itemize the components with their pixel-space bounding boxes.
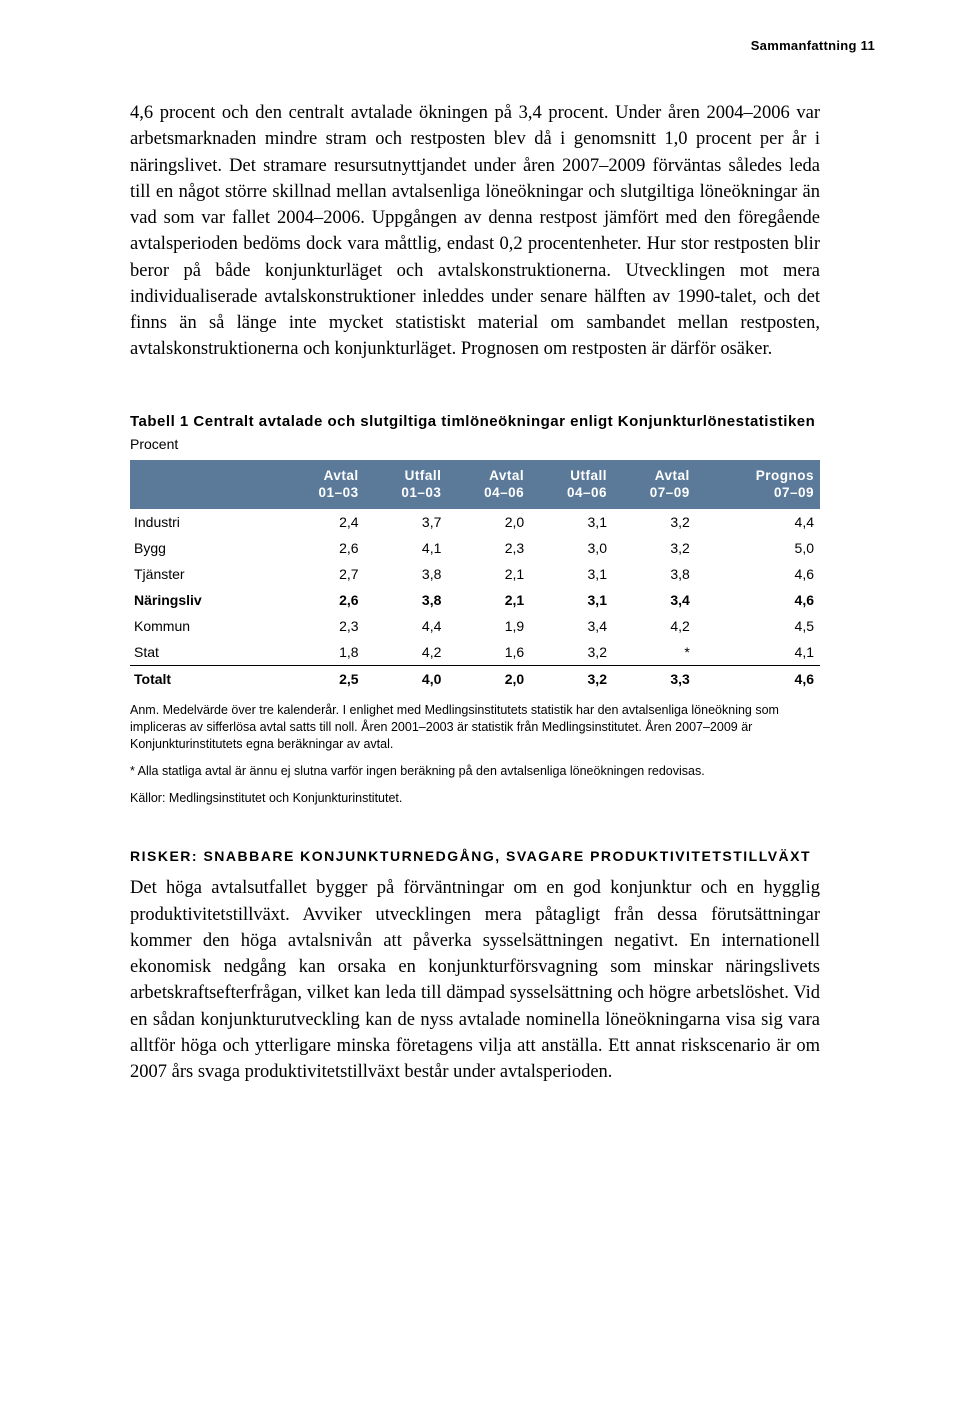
cell: 2,0 (447, 509, 530, 535)
row-label: Totalt (130, 666, 282, 693)
cell: 1,9 (447, 613, 530, 639)
cell: 4,5 (696, 613, 820, 639)
cell: 2,0 (447, 666, 530, 693)
row-label: Näringsliv (130, 587, 282, 613)
cell: 4,4 (696, 509, 820, 535)
cell: 4,4 (365, 613, 448, 639)
cell: 3,8 (613, 561, 696, 587)
table-body: Industri2,43,72,03,13,24,4Bygg2,64,12,33… (130, 509, 820, 692)
cell: 3,8 (365, 587, 448, 613)
col-header-6: Prognos07–09 (696, 460, 820, 510)
table-row: Stat1,84,21,63,2*4,1 (130, 639, 820, 666)
cell: 3,1 (530, 509, 613, 535)
cell: * (613, 639, 696, 666)
cell: 3,2 (613, 535, 696, 561)
cell: 3,2 (530, 666, 613, 693)
row-label: Bygg (130, 535, 282, 561)
cell: 2,4 (282, 509, 365, 535)
table-note-3: Källor: Medlingsinstitutet och Konjunktu… (130, 790, 820, 807)
cell: 4,6 (696, 561, 820, 587)
section-body: Det höga avtalsutfallet bygger på förvän… (130, 875, 820, 1085)
row-label: Kommun (130, 613, 282, 639)
cell: 2,3 (447, 535, 530, 561)
cell: 4,0 (365, 666, 448, 693)
col-header-4: Utfall04–06 (530, 460, 613, 510)
cell: 2,7 (282, 561, 365, 587)
table-notes: Anm. Medelvärde över tre kalenderår. I e… (130, 702, 820, 806)
cell: 2,1 (447, 587, 530, 613)
cell: 2,6 (282, 535, 365, 561)
table-note-2: * Alla statliga avtal är ännu ej slutna … (130, 763, 820, 780)
row-label: Stat (130, 639, 282, 666)
cell: 4,6 (696, 666, 820, 693)
cell: 3,7 (365, 509, 448, 535)
cell: 3,2 (613, 509, 696, 535)
cell: 5,0 (696, 535, 820, 561)
paragraph-1: 4,6 procent och den centralt avtalade ök… (130, 100, 820, 363)
table-row: Kommun2,34,41,93,44,24,5 (130, 613, 820, 639)
cell: 3,1 (530, 587, 613, 613)
page: Sammanfattning 11 4,6 procent och den ce… (0, 0, 960, 1418)
table-head: Avtal01–03 Utfall01–03 Avtal04–06 Utfall… (130, 460, 820, 510)
cell: 3,3 (613, 666, 696, 693)
cell: 3,8 (365, 561, 448, 587)
row-label: Industri (130, 509, 282, 535)
table-note-1: Anm. Medelvärde över tre kalenderår. I e… (130, 702, 820, 753)
cell: 3,4 (530, 613, 613, 639)
cell: 1,6 (447, 639, 530, 666)
running-header: Sammanfattning 11 (751, 38, 875, 53)
table-row: Bygg2,64,12,33,03,25,0 (130, 535, 820, 561)
cell: 4,6 (696, 587, 820, 613)
col-header-0 (130, 460, 282, 510)
table-row: Tjänster2,73,82,13,13,84,6 (130, 561, 820, 587)
table-title: Tabell 1 Centralt avtalade och slutgilti… (130, 411, 820, 432)
cell: 4,1 (696, 639, 820, 666)
cell: 4,2 (365, 639, 448, 666)
table-unit: Procent (130, 436, 820, 452)
row-label: Tjänster (130, 561, 282, 587)
col-header-2: Utfall01–03 (365, 460, 448, 510)
data-table: Avtal01–03 Utfall01–03 Avtal04–06 Utfall… (130, 460, 820, 693)
table-row: Industri2,43,72,03,13,24,4 (130, 509, 820, 535)
cell: 2,5 (282, 666, 365, 693)
section-heading: RISKER: SNABBARE KONJUNKTURNEDGÅNG, SVAG… (130, 843, 820, 870)
cell: 1,8 (282, 639, 365, 666)
cell: 2,6 (282, 587, 365, 613)
cell: 3,4 (613, 587, 696, 613)
cell: 2,3 (282, 613, 365, 639)
table-row: Totalt2,54,02,03,23,34,6 (130, 666, 820, 693)
col-header-3: Avtal04–06 (447, 460, 530, 510)
cell: 3,0 (530, 535, 613, 561)
cell: 3,2 (530, 639, 613, 666)
cell: 3,1 (530, 561, 613, 587)
col-header-5: Avtal07–09 (613, 460, 696, 510)
cell: 4,2 (613, 613, 696, 639)
col-header-1: Avtal01–03 (282, 460, 365, 510)
cell: 4,1 (365, 535, 448, 561)
cell: 2,1 (447, 561, 530, 587)
table-row: Näringsliv2,63,82,13,13,44,6 (130, 587, 820, 613)
